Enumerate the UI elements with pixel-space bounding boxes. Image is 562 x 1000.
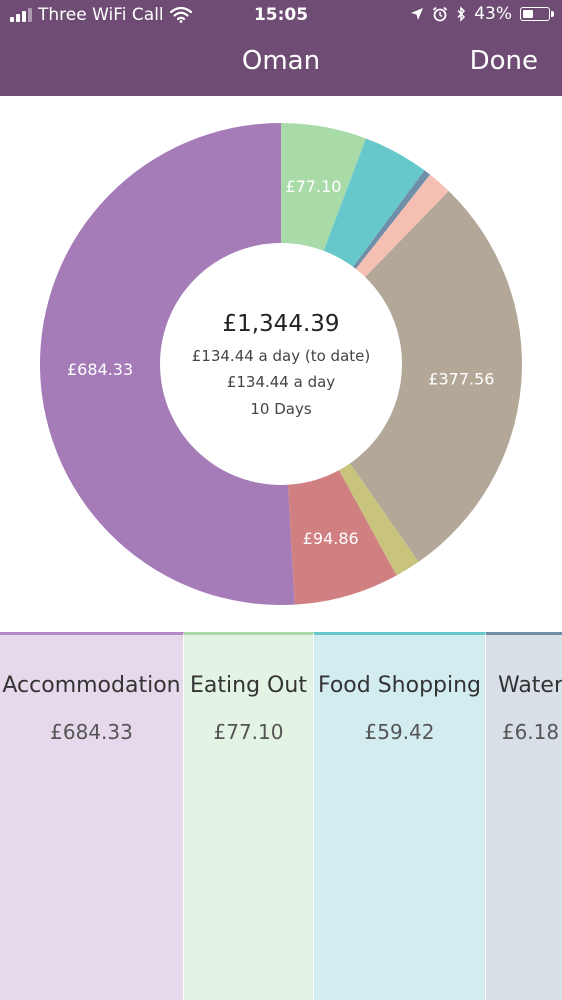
category-name: Water	[497, 673, 562, 698]
category-water[interactable]: Water £6.18	[486, 632, 562, 1000]
wifi-icon	[169, 7, 192, 23]
bluetooth-icon	[457, 6, 466, 22]
category-amount: £684.33	[50, 720, 133, 744]
donut-slice[interactable]	[281, 190, 523, 562]
alarm-icon	[433, 6, 448, 22]
category-amount: £6.18	[501, 720, 560, 744]
done-button[interactable]: Done	[469, 46, 538, 76]
slice-label: £77.10	[285, 177, 341, 196]
donut-center	[160, 243, 402, 485]
slice-label: £94.86	[303, 529, 359, 548]
category-accommodation[interactable]: Accommodation £684.33	[0, 632, 184, 1000]
signal-icon	[10, 8, 32, 22]
battery-percentage: 43%	[474, 4, 512, 24]
slice-label: £684.33	[67, 360, 133, 379]
category-name: Eating Out	[190, 673, 307, 698]
trip-days: 10 Days	[250, 400, 311, 418]
location-icon	[411, 8, 424, 20]
navigation-header: Three WiFi Call 15:05 43%	[0, 0, 562, 96]
category-amount: £59.42	[364, 720, 435, 744]
category-list: Accommodation £684.33 Eating Out £77.10 …	[0, 632, 562, 1000]
slice-label: £377.56	[428, 370, 494, 389]
spending-donut-chart: £77.10 £377.56 £94.86 £684.33 £1,344.39 £13…	[40, 123, 523, 605]
category-eating-out[interactable]: Eating Out £77.10	[184, 632, 314, 1000]
category-amount: £77.10	[213, 720, 284, 744]
battery-icon	[520, 7, 554, 21]
daily-average: £134.44 a day	[227, 373, 335, 391]
total-amount: £1,344.39	[222, 311, 339, 337]
carrier-name: Three WiFi Call	[38, 5, 164, 25]
category-name: Accommodation	[2, 673, 181, 698]
category-name: Food Shopping	[317, 673, 482, 698]
status-time: 15:05	[253, 5, 309, 25]
daily-average-to-date: £134.44 a day (to date)	[192, 347, 370, 365]
status-bar: Three WiFi Call 15:05 43%	[0, 0, 562, 32]
category-food-shopping[interactable]: Food Shopping £59.42	[314, 632, 486, 1000]
page-title: Oman	[241, 46, 321, 76]
